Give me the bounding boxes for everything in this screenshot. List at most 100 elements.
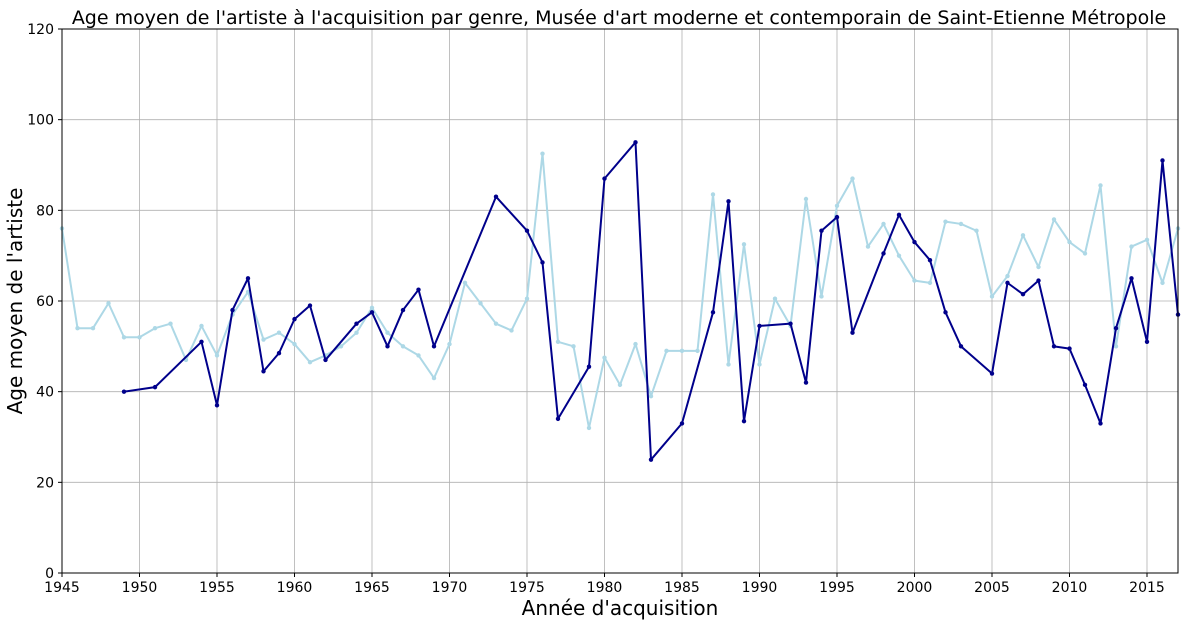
data-point bbox=[121, 335, 127, 340]
data-point bbox=[385, 344, 390, 349]
data-point bbox=[261, 337, 266, 342]
data-point bbox=[354, 330, 359, 335]
data-point bbox=[323, 357, 328, 363]
data-point bbox=[338, 344, 344, 349]
data-point bbox=[958, 344, 964, 349]
data-point bbox=[555, 339, 561, 344]
data-point bbox=[803, 380, 809, 385]
data-point bbox=[400, 307, 406, 313]
data-point bbox=[974, 228, 979, 233]
data-point bbox=[664, 348, 669, 354]
data-point bbox=[927, 258, 933, 263]
data-point bbox=[819, 228, 824, 233]
data-point bbox=[710, 310, 716, 315]
data-point bbox=[695, 348, 700, 354]
data-point bbox=[75, 326, 80, 331]
data-point bbox=[1129, 244, 1134, 249]
data-point bbox=[803, 196, 809, 202]
data-point bbox=[152, 384, 158, 390]
data-point bbox=[927, 280, 933, 286]
data-point bbox=[896, 253, 902, 258]
data-point bbox=[478, 301, 483, 306]
data-point bbox=[493, 321, 499, 326]
data-point bbox=[509, 328, 514, 333]
data-point bbox=[369, 310, 375, 315]
data-point bbox=[1098, 183, 1103, 188]
data-point bbox=[431, 344, 437, 349]
data-point bbox=[524, 296, 530, 301]
y-tick-label: 120 bbox=[27, 22, 54, 38]
y-axis-ticks: 0 20 40 60 80 100 120 bbox=[27, 22, 62, 582]
data-point bbox=[1144, 237, 1150, 242]
data-point bbox=[524, 228, 530, 233]
x-tick-label: 1945 bbox=[44, 580, 80, 596]
data-point bbox=[416, 353, 421, 358]
data-point bbox=[307, 360, 313, 365]
data-point bbox=[571, 344, 576, 349]
data-point bbox=[152, 326, 158, 331]
data-point bbox=[1051, 344, 1057, 349]
data-point bbox=[493, 194, 499, 199]
x-axis-label: Année d'acquisition bbox=[522, 596, 719, 620]
data-point bbox=[199, 323, 204, 329]
data-point bbox=[540, 151, 545, 156]
data-point bbox=[447, 341, 452, 347]
data-point bbox=[648, 394, 654, 399]
data-point bbox=[292, 316, 297, 322]
data-point bbox=[214, 403, 220, 408]
data-point bbox=[586, 425, 592, 431]
y-tick-label: 0 bbox=[45, 566, 54, 582]
data-point bbox=[90, 326, 96, 331]
series-line bbox=[123, 141, 1179, 461]
data-point bbox=[679, 421, 685, 426]
data-point bbox=[958, 221, 964, 227]
data-point bbox=[1113, 344, 1119, 349]
data-point bbox=[633, 341, 638, 347]
data-point bbox=[850, 330, 855, 335]
y-tick-label: 20 bbox=[36, 475, 54, 491]
x-tick-label: 2015 bbox=[1129, 580, 1165, 596]
data-point bbox=[679, 348, 685, 354]
data-point bbox=[602, 176, 607, 181]
grid bbox=[61, 28, 1178, 574]
y-axis-label: Age moyen de l'artiste bbox=[3, 188, 27, 415]
x-tick-label: 1980 bbox=[587, 580, 623, 596]
data-point bbox=[1020, 292, 1026, 297]
data-point bbox=[943, 219, 948, 224]
x-tick-label: 2005 bbox=[974, 580, 1010, 596]
data-point bbox=[1082, 382, 1088, 388]
data-point bbox=[1082, 251, 1088, 256]
data-point bbox=[1051, 217, 1057, 222]
data-point bbox=[617, 382, 623, 388]
data-point bbox=[1113, 326, 1119, 331]
x-tick-label: 1960 bbox=[277, 580, 313, 596]
x-tick-label: 1955 bbox=[199, 580, 235, 596]
data-point bbox=[276, 350, 282, 356]
data-point bbox=[1020, 233, 1026, 238]
data-point bbox=[819, 294, 824, 299]
x-tick-label: 1995 bbox=[819, 580, 855, 596]
data-point bbox=[1098, 421, 1103, 426]
x-tick-label: 1990 bbox=[742, 580, 778, 596]
data-point bbox=[834, 203, 840, 208]
data-point bbox=[416, 287, 421, 292]
data-point bbox=[168, 321, 173, 326]
data-point bbox=[1067, 239, 1072, 245]
x-tick-label: 1950 bbox=[122, 580, 158, 596]
data-point bbox=[307, 303, 313, 308]
data-point bbox=[106, 301, 111, 306]
data-point bbox=[989, 371, 995, 376]
series-layer bbox=[59, 140, 1181, 462]
data-point bbox=[881, 251, 886, 256]
data-point bbox=[462, 280, 468, 286]
data-point bbox=[214, 353, 220, 358]
data-point bbox=[633, 140, 638, 145]
data-point bbox=[788, 321, 793, 326]
data-point bbox=[741, 418, 747, 424]
data-point bbox=[540, 260, 545, 265]
y-tick-label: 60 bbox=[36, 294, 54, 310]
data-point bbox=[369, 305, 375, 310]
data-point bbox=[121, 389, 127, 394]
y-tick-label: 100 bbox=[27, 113, 54, 129]
